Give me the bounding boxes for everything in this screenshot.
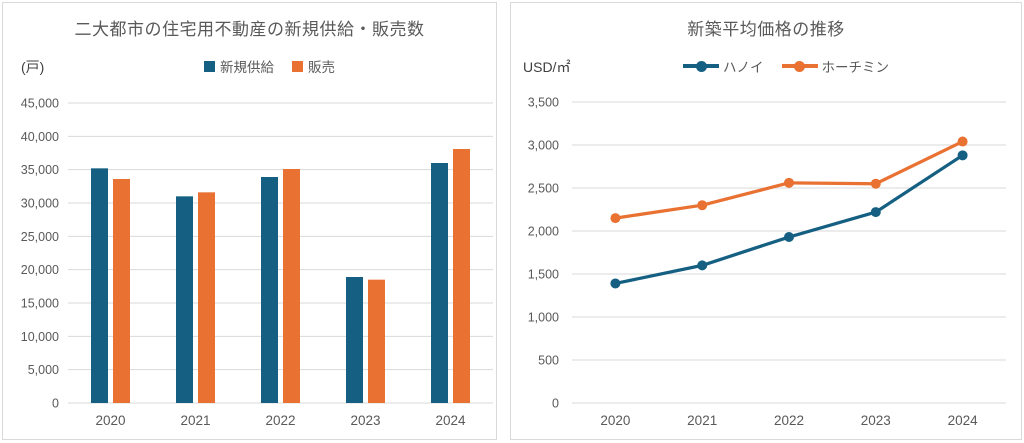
y-tick-label: 3,500 (528, 96, 559, 110)
marker-series1-2024 (957, 136, 968, 147)
marker-series1-2023 (870, 178, 881, 189)
y-tick-label: 20,000 (21, 263, 59, 277)
x-tick-label: 2021 (687, 413, 717, 428)
marker-series0-2020 (610, 278, 621, 289)
sales-swatch-icon (292, 60, 303, 72)
bar-series1-2021 (198, 192, 215, 403)
hcmc-dot-icon (794, 60, 805, 72)
hanoi-line-swatch-icon (683, 60, 719, 72)
bar-chart-panel[interactable]: 二大都市の住宅用不動産の新規供給・販売数 (戸) 新規供給 販売 0 5,000 1… (2, 2, 497, 440)
y-tick-label: 3,000 (528, 139, 559, 153)
y-tick-label: 15,000 (21, 297, 59, 311)
bar-chart-plot: 0 5,000 10,000 15,000 20,000 25,000 30,000 35,0… (21, 97, 493, 428)
marker-series1-2022 (784, 177, 794, 188)
x-tick-label: 2020 (600, 413, 630, 428)
y-tick-label: 10,000 (21, 330, 59, 344)
y-tick-label: 2,500 (528, 182, 559, 196)
line-chart-y-unit: USD/㎡ (523, 59, 571, 75)
legend-label-hcmc: ホーチミン (821, 60, 890, 75)
y-tick-label: 25,000 (21, 230, 59, 244)
y-tick-label: 1,000 (528, 311, 559, 325)
bar-chart-title: 二大都市の住宅用不動産の新規供給・販売数 (74, 20, 425, 39)
x-tick-label: 2022 (265, 413, 295, 428)
x-tick-label: 2024 (948, 413, 979, 428)
legend-label-sales: 販売 (308, 60, 335, 75)
legend-label-new-supply: 新規供給 (220, 60, 274, 75)
y-tick-label: 0 (52, 397, 59, 411)
y-tick-label: 30,000 (21, 197, 59, 211)
y-tick-label: 45,000 (21, 97, 59, 111)
marker-series0-2021 (697, 260, 708, 271)
bar-chart-y-unit: (戸) (21, 59, 45, 75)
bar-series1-2022 (283, 169, 300, 403)
legend-item-new-supply: 新規供給 (204, 56, 274, 76)
x-tick-label: 2021 (180, 413, 210, 428)
line-series0 (615, 153, 964, 286)
legend-item-hcmc: ホーチミン (781, 56, 890, 76)
x-tick-label: 2022 (774, 413, 804, 428)
marker-series1-2021 (697, 200, 708, 211)
y-tick-label: 35,000 (21, 163, 59, 177)
marker-series0-2022 (784, 232, 794, 243)
bar-chart-legend: 新規供給 販売 (43, 56, 496, 76)
y-tick-label: 1,500 (528, 268, 559, 282)
bar-series1-2024 (453, 149, 470, 403)
hanoi-dot-icon (695, 60, 707, 72)
line-chart-title: 新築平均価格の推移 (687, 20, 845, 39)
x-tick-label: 2024 (435, 413, 466, 428)
x-tick-label: 2023 (350, 413, 380, 428)
bar-series1-2023 (368, 279, 385, 403)
line-chart-plot: 0 500 1,000 1,500 2,000 2,500 3,000 3,500 2020 20… (528, 96, 1006, 428)
hcmc-line-swatch-icon (781, 60, 818, 72)
y-tick-label: 5,000 (28, 363, 59, 377)
y-tick-label: 40,000 (21, 130, 59, 144)
marker-series0-2023 (870, 207, 881, 218)
bar-series0-2024 (431, 163, 448, 403)
bar-series0-2020 (91, 168, 108, 403)
bar-series0-2021 (176, 196, 193, 403)
x-tick-label: 2020 (95, 413, 125, 428)
legend-label-hanoi: ハノイ (723, 60, 764, 75)
new-supply-swatch-icon (204, 60, 215, 72)
y-tick-label: 2,000 (528, 225, 559, 239)
y-tick-label: 0 (552, 397, 559, 411)
legend-item-sales: 販売 (292, 56, 335, 76)
line-chart-legend: ハノイ ホーチミン (551, 56, 1021, 76)
marker-series1-2020 (610, 213, 621, 224)
line-chart-panel[interactable]: 新築平均価格の推移 USD/㎡ ハノイ ホーチミン 0 500 1,000 1,500… (510, 2, 1022, 440)
bar-series1-2020 (113, 179, 130, 403)
bar-series0-2023 (346, 277, 363, 403)
marker-series0-2024 (957, 150, 968, 161)
legend-item-hanoi: ハノイ (683, 56, 764, 76)
x-tick-label: 2023 (861, 413, 891, 428)
bar-series0-2022 (261, 177, 278, 403)
y-tick-label: 500 (538, 354, 559, 368)
